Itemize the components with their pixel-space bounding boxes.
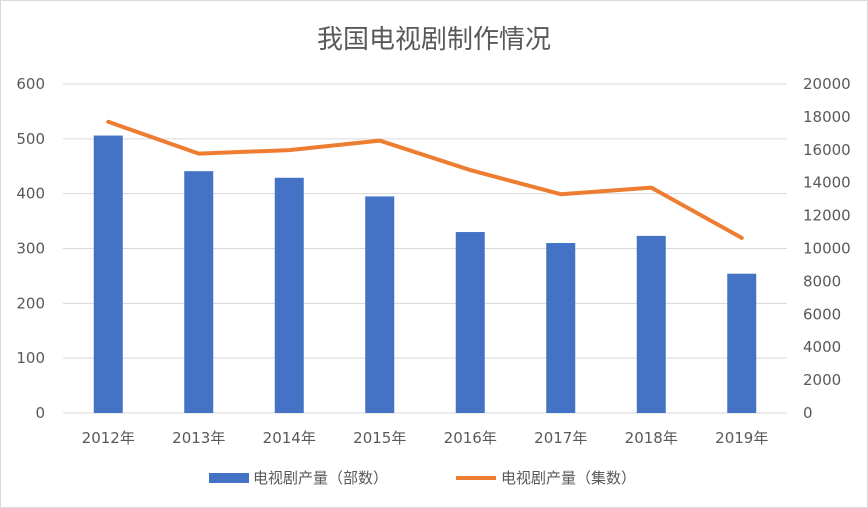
left-tick-label: 500 <box>16 130 45 148</box>
left-tick-label: 400 <box>16 185 45 203</box>
right-tick-label: 0 <box>803 404 813 422</box>
left-tick-label: 300 <box>16 240 45 258</box>
right-tick-label: 6000 <box>803 305 841 323</box>
right-tick-label: 12000 <box>803 207 851 225</box>
bar <box>365 196 395 413</box>
legend-label-bar: 电视剧产量（部数） <box>253 469 388 487</box>
right-axis: 0 2000 4000 6000 8000 10000 12000 14000 16000 180… <box>803 75 851 422</box>
x-axis: 2012年 2013年 2014年 2015年 2016年 2017年 2018年 2019年 <box>82 429 769 447</box>
left-tick-label: 100 <box>16 349 45 367</box>
gridlines <box>63 83 787 414</box>
left-tick-label: 0 <box>35 404 45 422</box>
x-tick-label: 2019年 <box>715 429 768 447</box>
legend-label-line: 电视剧产量（集数） <box>501 469 636 487</box>
right-tick-label: 18000 <box>803 108 851 126</box>
left-tick-label: 600 <box>16 75 45 93</box>
right-tick-label: 14000 <box>803 174 851 192</box>
bar <box>184 171 214 413</box>
series-line <box>106 119 744 240</box>
x-tick-label: 2018年 <box>625 429 678 447</box>
x-tick-label: 2014年 <box>263 429 316 447</box>
x-tick-label: 2012年 <box>82 429 135 447</box>
bar-series <box>93 135 757 413</box>
right-tick-label: 8000 <box>803 272 841 290</box>
right-tick-label: 10000 <box>803 240 851 258</box>
right-tick-label: 16000 <box>803 141 851 159</box>
x-tick-label: 2017年 <box>534 429 587 447</box>
right-tick-label: 20000 <box>803 75 851 93</box>
line-series <box>106 119 744 240</box>
bar <box>93 135 123 413</box>
legend-swatch-bar <box>209 473 249 483</box>
right-tick-label: 2000 <box>803 371 841 389</box>
x-tick-label: 2016年 <box>444 429 497 447</box>
chart-title: 我国电视剧制作情况 <box>317 25 551 55</box>
bar <box>546 243 576 413</box>
x-tick-label: 2013年 <box>172 429 225 447</box>
bar <box>636 235 666 413</box>
legend: 电视剧产量（部数） 电视剧产量（集数） <box>209 469 636 487</box>
bar <box>455 232 485 413</box>
left-axis: 0 100 200 300 400 500 600 <box>16 75 45 422</box>
right-tick-label: 4000 <box>803 338 841 356</box>
bar <box>274 177 304 413</box>
left-tick-label: 200 <box>16 294 45 312</box>
x-tick-label: 2015年 <box>353 429 406 447</box>
bar <box>727 273 757 413</box>
